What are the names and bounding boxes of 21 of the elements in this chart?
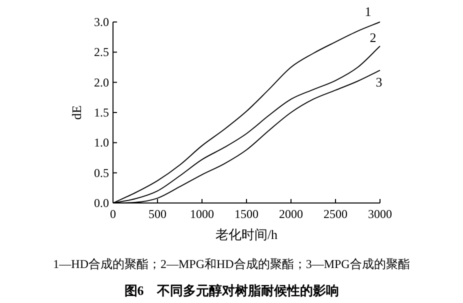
series-label: 3 bbox=[376, 74, 382, 90]
y-tick-label: 0.0 bbox=[94, 196, 109, 210]
y-tick-label: 1.5 bbox=[94, 106, 109, 120]
x-tick-label: 1000 bbox=[190, 207, 214, 221]
x-tick-label: 500 bbox=[148, 207, 166, 221]
series-label: 2 bbox=[370, 30, 376, 46]
series-label: 1 bbox=[364, 4, 372, 19]
x-axis-title: 老化时间/h bbox=[215, 227, 278, 242]
y-tick-label: 2.5 bbox=[94, 45, 109, 60]
y-axis-title: dE bbox=[69, 105, 84, 120]
text: 图6 不同多元醇对树脂耐候性的影响 bbox=[124, 283, 339, 298]
x-tick-label: 1500 bbox=[234, 207, 258, 221]
x-tick-label: 2500 bbox=[324, 207, 348, 221]
text: 1—HD合成的聚酯；2—MPG和HD合成的聚酯；3—MPG合成的聚酯 bbox=[53, 257, 410, 271]
x-tick-label: 3000 bbox=[368, 207, 392, 221]
y-tick-label: 3.0 bbox=[94, 15, 109, 29]
x-tick-label: 0 bbox=[110, 207, 116, 221]
y-tick-label: 1.0 bbox=[94, 136, 109, 150]
y-tick-label: 2.0 bbox=[94, 75, 109, 90]
x-tick-label: 2000 bbox=[279, 207, 303, 221]
y-tick-label: 0.5 bbox=[94, 166, 109, 180]
